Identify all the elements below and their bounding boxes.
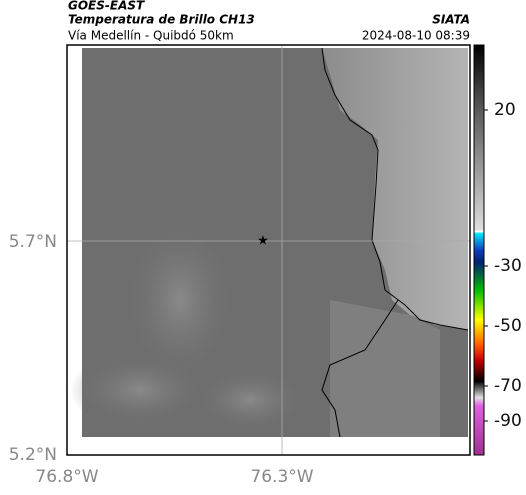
lon-label: 76.3°W	[250, 467, 313, 487]
product: Temperatura de Brillo CH13	[68, 13, 255, 27]
colorbar-label: 20	[494, 100, 516, 120]
lat-label: 5.7°N	[9, 232, 57, 252]
colorbar-label: -50	[494, 316, 522, 336]
satellite: GOES-EAST	[68, 0, 145, 13]
colorbar-label: -30	[494, 256, 522, 276]
map-frame	[66, 44, 471, 456]
colorbar-label: -70	[494, 376, 522, 396]
colorbar-label: -90	[494, 411, 522, 431]
route: Vía Medellín - Quibdó 50km	[68, 29, 234, 43]
satellite-image	[70, 47, 469, 438]
city-marker: ★	[257, 234, 269, 249]
timestamp: 2024-08-10 08:39	[362, 29, 470, 43]
colorbar	[473, 44, 485, 456]
lon-label: 76.8°W	[35, 467, 98, 487]
lat-label: 5.2°N	[9, 445, 57, 465]
source: SIATA	[432, 13, 470, 27]
